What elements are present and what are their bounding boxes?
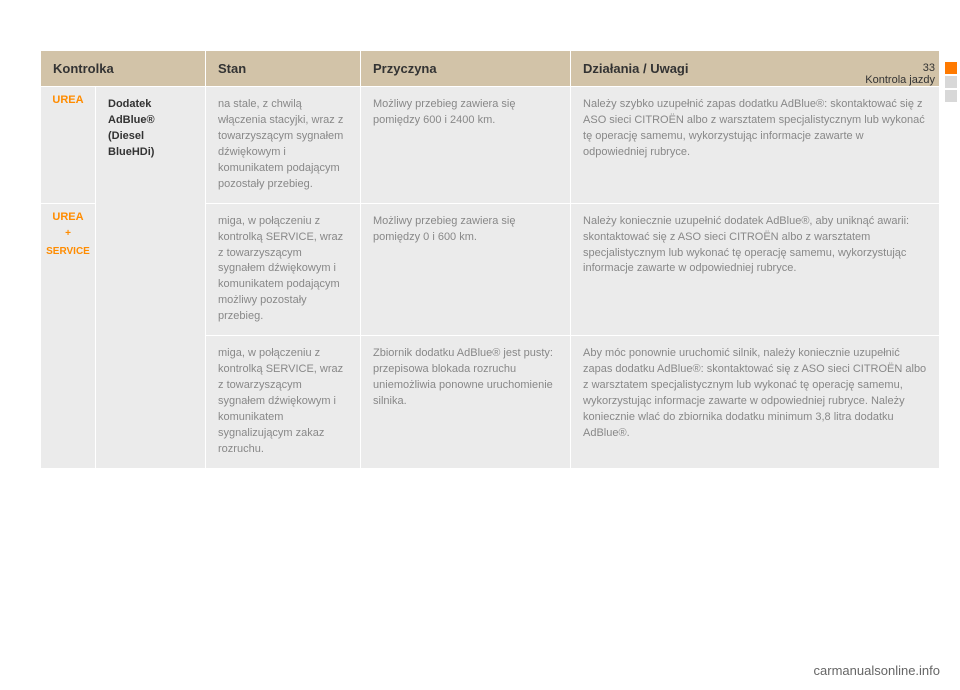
header-kontrolka: Kontrolka bbox=[41, 51, 206, 87]
table-header-row: Kontrolka Stan Przyczyna Działania / Uwa… bbox=[41, 51, 940, 87]
urea-icon: UREA bbox=[45, 95, 91, 106]
r2-stan: miga, w połączeniu z kontrolką SERVICE, … bbox=[206, 203, 361, 336]
r1-dzialania: Należy szybko uzupełnić zapas dodatku Ad… bbox=[571, 87, 940, 204]
r3-dzialania: Aby móc ponownie uruchomić silnik, należ… bbox=[571, 336, 940, 469]
service-icon: SERVICE bbox=[45, 245, 91, 260]
header-stan: Stan bbox=[206, 51, 361, 87]
r2-dzialania: Należy koniecznie uzupełnić dodatek AdBl… bbox=[571, 203, 940, 336]
r1-stan: na stale, z chwilą włączenia stacyjki, w… bbox=[206, 87, 361, 204]
warning-lights-table: Kontrolka Stan Przyczyna Działania / Uwa… bbox=[40, 50, 940, 469]
icon-cell-urea: UREA bbox=[41, 87, 96, 204]
indicator-name-l1: Dodatek AdBlue® bbox=[108, 98, 155, 126]
r3-przyczyna: Zbiornik dodatku AdBlue® jest pusty: prz… bbox=[361, 336, 571, 469]
footer-watermark: carmanualsonline.info bbox=[814, 663, 940, 678]
r3-stan: miga, w połączeniu z kontrolką SERVICE, … bbox=[206, 336, 361, 469]
header-przyczyna: Przyczyna bbox=[361, 51, 571, 87]
urea-icon: UREA bbox=[45, 212, 91, 223]
side-tab-indicator bbox=[942, 60, 960, 104]
page-title: Kontrola jazdy bbox=[865, 74, 935, 86]
r1-przyczyna: Możliwy przebieg zawiera się pomiędzy 60… bbox=[361, 87, 571, 204]
indicator-name-cell: Dodatek AdBlue® (Diesel BlueHDi) bbox=[96, 87, 206, 469]
plus-icon: + bbox=[45, 227, 91, 242]
icon-cell-urea-service: UREA + SERVICE bbox=[41, 203, 96, 468]
table-row: UREA Dodatek AdBlue® (Diesel BlueHDi) na… bbox=[41, 87, 940, 204]
r2-przyczyna: Możliwy przebieg zawiera się pomiędzy 0 … bbox=[361, 203, 571, 336]
page-number: 33 bbox=[865, 62, 935, 74]
indicator-name-l2: (Diesel BlueHDi) bbox=[108, 130, 154, 158]
